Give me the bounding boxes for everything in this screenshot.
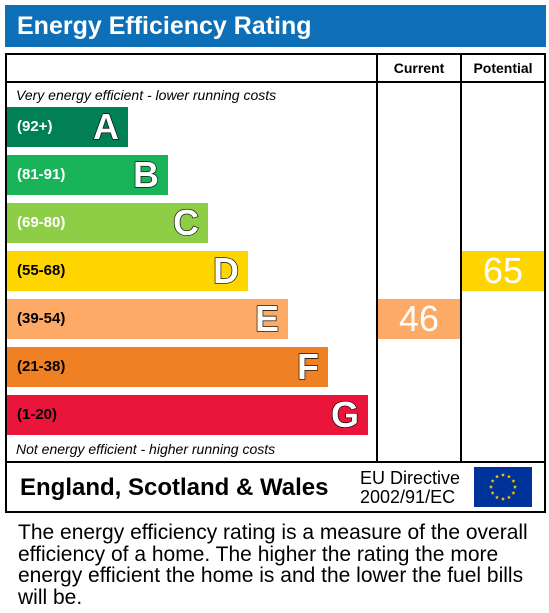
band-e: (39-54) E	[7, 298, 288, 339]
band-range: (1-20)	[17, 406, 58, 423]
band-letter: G	[330, 394, 359, 435]
band-c: (69-80) C	[7, 202, 208, 243]
flag-star-icon	[490, 490, 495, 495]
flag-star-icon	[490, 478, 495, 483]
band-letter: B	[132, 154, 159, 195]
potential-column-divider	[460, 53, 462, 463]
band-d: (55-68) D	[7, 250, 248, 291]
description-text: The energy efficiency rating is a measur…	[18, 521, 528, 609]
current-column-divider	[376, 53, 378, 463]
band-range: (21-38)	[17, 358, 66, 375]
eu-flag-icon	[474, 467, 532, 507]
flag-star-icon	[501, 472, 505, 477]
band-g: (1-20) G	[7, 394, 368, 435]
band-letter: E	[254, 298, 279, 339]
directive-line-2: 2002/91/EC	[360, 487, 456, 507]
page-title: Energy Efficiency Rating	[5, 5, 546, 47]
band-letter: F	[296, 346, 319, 387]
chart-frame	[5, 53, 546, 463]
band-range: (39-54)	[17, 310, 66, 327]
flag-star-icon	[495, 474, 499, 479]
band-a: (92+) A	[7, 106, 128, 147]
band-f: (21-38) F	[7, 346, 328, 387]
band-b: (81-91) B	[7, 154, 168, 195]
top-caption: Very energy efficient - lower running co…	[16, 87, 277, 103]
flag-star-icon	[495, 495, 499, 500]
band-letter: D	[212, 250, 239, 291]
current-rating: 46	[378, 299, 460, 339]
band-range: (69-80)	[17, 214, 66, 231]
eu-directive: EU Directive 2002/91/EC	[360, 469, 460, 507]
potential-column-header: Potential	[473, 60, 533, 76]
flag-star-icon	[501, 496, 505, 501]
bottom-caption: Not energy efficient - higher running co…	[16, 441, 276, 457]
flag-star-icon	[513, 484, 517, 489]
footer	[5, 463, 546, 513]
band-letter: A	[92, 106, 119, 147]
potential-rating: 65	[462, 251, 544, 291]
directive-line-1: EU Directive	[360, 468, 461, 488]
band-range: (92+)	[17, 118, 53, 135]
band-letter: C	[172, 202, 199, 243]
band-range: (81-91)	[17, 166, 66, 183]
flag-star-icon	[489, 484, 493, 489]
flag-star-icon	[511, 478, 516, 483]
flag-star-icon	[507, 474, 511, 479]
current-column-header: Current	[393, 60, 445, 76]
flag-star-icon	[511, 490, 516, 495]
band-range: (55-68)	[17, 262, 66, 279]
flag-star-icon	[507, 495, 511, 500]
region-label: England, Scotland & Wales	[20, 474, 329, 501]
header-divider	[5, 81, 546, 83]
